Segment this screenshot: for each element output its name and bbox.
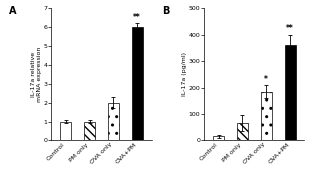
Bar	[237, 123, 248, 140]
Text: **: **	[133, 13, 141, 22]
Y-axis label: IL-17a (pg/ml): IL-17a (pg/ml)	[182, 52, 187, 96]
Bar	[285, 45, 295, 140]
Bar	[213, 136, 224, 140]
Bar	[132, 27, 143, 140]
Bar	[84, 122, 95, 140]
Text: *: *	[264, 75, 268, 84]
Bar	[60, 122, 71, 140]
Y-axis label: IL-17a relative
mRNA expression: IL-17a relative mRNA expression	[31, 47, 42, 102]
Text: B: B	[162, 5, 170, 16]
Text: **: **	[286, 24, 294, 33]
Text: A: A	[9, 5, 17, 16]
Bar	[261, 91, 272, 140]
Bar	[108, 103, 119, 140]
